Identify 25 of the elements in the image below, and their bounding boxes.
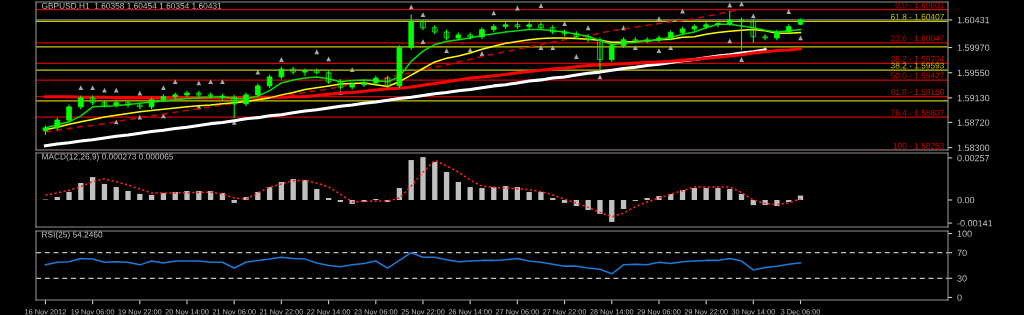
y-tick-label: 1.58300 xyxy=(957,144,990,151)
chart-title: GBPUSD,H1 1.60358 1.60454 1.60354 1.60431 xyxy=(41,2,222,10)
annotation: 61.8 - 1.60407 xyxy=(891,13,944,20)
annotation: 38.2 - 1.59704 xyxy=(890,55,945,62)
annotation: 76.4 - 1.58807 xyxy=(891,109,944,116)
chart-title: RSI(25) 54.2460 xyxy=(42,231,103,240)
y-tick-label: 30 xyxy=(957,275,967,282)
annotation: 100 - 1.58253 xyxy=(893,142,944,149)
y-tick-label: 1.59130 xyxy=(957,94,990,102)
annotation: 50.0 - 1.59427 xyxy=(890,72,944,79)
y-tick-label: 0 xyxy=(957,294,962,301)
y-tick-label: 1.60431 xyxy=(957,16,990,24)
y-tick-label: 0.00257 xyxy=(957,154,990,162)
y-tick-label: 1.59550 xyxy=(957,69,990,77)
annotation: 0.0 - 1.60601 xyxy=(895,2,944,9)
y-tick-label: 70 xyxy=(957,249,967,257)
y-tick-label: -0.00141 xyxy=(957,220,993,227)
y-tick-label: 100 xyxy=(957,230,972,237)
y-tick-label: 0.00 xyxy=(957,196,975,204)
annotation: 23.6 - 1.60047 xyxy=(891,35,944,42)
annotation: 61.8 - 1.59150 xyxy=(891,89,945,96)
y-tick-label: 1.58720 xyxy=(957,119,990,126)
y-tick-label: 1.59970 xyxy=(957,44,990,51)
chart-title: MACD(12,26,9) 0.000273 0.000065 xyxy=(42,153,174,162)
annotation: 38.2 - 1.59593 xyxy=(890,62,944,69)
